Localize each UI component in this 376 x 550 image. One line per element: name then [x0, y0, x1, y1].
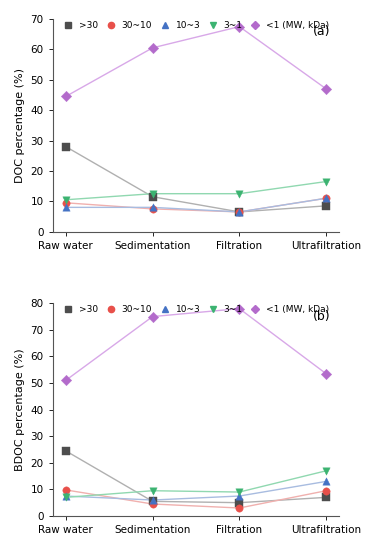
Point	[63, 199, 69, 207]
Point	[323, 466, 329, 475]
Point	[237, 304, 243, 313]
Point	[63, 486, 69, 494]
Point	[237, 492, 243, 500]
Point	[63, 492, 69, 500]
Point	[237, 189, 243, 198]
Point	[323, 201, 329, 210]
Point	[237, 498, 243, 507]
Point	[323, 194, 329, 202]
Point	[237, 207, 243, 216]
Y-axis label: BDOC percentage (%): BDOC percentage (%)	[15, 348, 25, 471]
Point	[150, 203, 156, 212]
Point	[237, 488, 243, 497]
Point	[150, 497, 156, 506]
Y-axis label: DOC percentage (%): DOC percentage (%)	[15, 68, 25, 183]
Point	[150, 486, 156, 495]
Point	[323, 493, 329, 502]
Point	[150, 43, 156, 52]
Point	[63, 92, 69, 101]
Point	[237, 504, 243, 513]
Point	[323, 194, 329, 202]
Text: (b): (b)	[313, 310, 331, 323]
Point	[63, 447, 69, 455]
Point	[237, 22, 243, 31]
Point	[323, 177, 329, 186]
Point	[63, 195, 69, 204]
Point	[237, 207, 243, 216]
Point	[63, 142, 69, 151]
Point	[150, 312, 156, 321]
Point	[150, 499, 156, 508]
Legend: >30, 30~10, 10~3, 3~1, <1 (MW, kDa): >30, 30~10, 10~3, 3~1, <1 (MW, kDa)	[57, 19, 331, 32]
Point	[237, 207, 243, 216]
Point	[323, 486, 329, 495]
Text: (a): (a)	[313, 25, 331, 39]
Point	[63, 203, 69, 212]
Point	[150, 496, 156, 504]
Legend: >30, 30~10, 10~3, 3~1, <1 (MW, kDa): >30, 30~10, 10~3, 3~1, <1 (MW, kDa)	[57, 304, 331, 316]
Point	[323, 85, 329, 94]
Point	[323, 370, 329, 378]
Point	[63, 376, 69, 385]
Point	[150, 192, 156, 201]
Point	[150, 189, 156, 198]
Point	[323, 477, 329, 486]
Point	[150, 205, 156, 213]
Point	[63, 493, 69, 502]
